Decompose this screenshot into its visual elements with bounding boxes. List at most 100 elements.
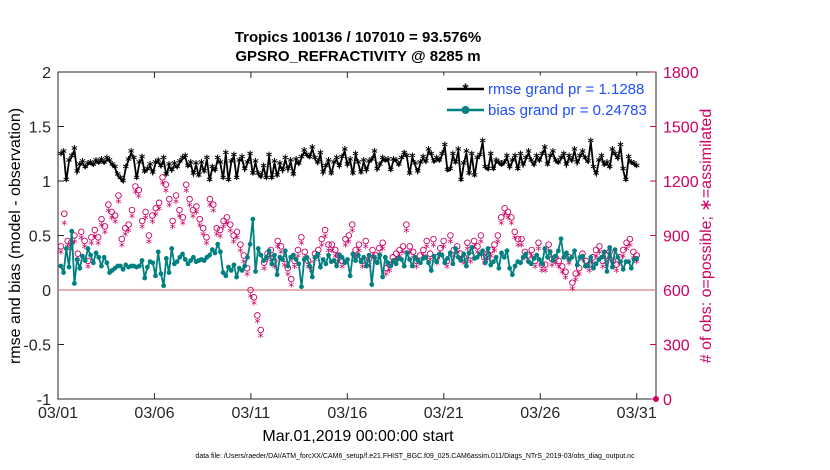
- bias-point: [382, 254, 388, 260]
- rmse-point: *: [409, 151, 416, 165]
- assimilated-obs-point: *: [129, 211, 135, 225]
- y-left-tick-label: 0.5: [29, 229, 51, 246]
- bias-point: [296, 261, 302, 267]
- rmse-point: *: [369, 154, 376, 168]
- possible-obs-point: [111, 212, 119, 219]
- rmse-point: *: [225, 175, 232, 189]
- bias-point: [80, 253, 85, 259]
- assimilated-obs-point: *: [227, 225, 233, 239]
- rmse-point: *: [447, 164, 454, 178]
- rmse-point: *: [339, 152, 346, 166]
- bias-point: [558, 236, 564, 242]
- rmse-point: *: [488, 148, 495, 162]
- bias-point: [82, 258, 88, 263]
- bias-point: [315, 251, 321, 257]
- bias-point: [499, 250, 504, 256]
- rmse-point: *: [485, 164, 492, 178]
- rmse-point: *: [469, 148, 476, 162]
- bias-point: [399, 257, 404, 262]
- assimilated-obs-point: *: [261, 264, 267, 278]
- assimilated-obs-point: *: [502, 209, 508, 223]
- rmse-point: *: [631, 158, 638, 172]
- rmse-point: *: [398, 153, 405, 167]
- rmse-point: *: [85, 158, 92, 172]
- assimilated-obs-point: *: [329, 245, 335, 259]
- bias-point: [326, 252, 331, 258]
- assimilated-obs-point: *: [237, 245, 243, 259]
- assimilated-obs-point: *: [285, 269, 291, 283]
- possible-obs-point: [342, 235, 349, 243]
- possible-obs-point: [321, 226, 329, 234]
- bias-point: [250, 216, 256, 222]
- rmse-point: *: [279, 165, 286, 179]
- bias-point: [609, 264, 615, 270]
- rmse-point: *: [152, 157, 159, 171]
- rmse-point: *: [79, 156, 86, 170]
- possible-obs-point: [440, 237, 447, 245]
- bias-point: [545, 254, 550, 260]
- rmse-point: *: [228, 156, 235, 170]
- rmse-point: *: [623, 175, 630, 189]
- assimilated-obs-point: *: [336, 256, 342, 270]
- x-tick-label: 03/06: [134, 405, 174, 422]
- bias-point: [580, 253, 586, 259]
- possible-obs-point: [470, 237, 478, 245]
- possible-obs-point: [186, 195, 193, 203]
- assimilated-obs-point: *: [552, 258, 558, 272]
- bias-point: [99, 263, 104, 269]
- possible-obs-point: [142, 208, 149, 216]
- bias-point: [274, 272, 280, 278]
- assimilated-obs-point: *: [288, 280, 294, 294]
- rmse-point: *: [69, 151, 76, 165]
- rmse-point: *: [404, 151, 411, 165]
- bias-point: [355, 252, 361, 258]
- bias-point: [485, 246, 491, 251]
- rmse-point: *: [101, 157, 108, 171]
- bias-point: [569, 254, 575, 260]
- rmse-point: *: [182, 151, 189, 165]
- bias-point: [150, 260, 156, 266]
- bias-point: [350, 251, 356, 257]
- bias-point: [239, 267, 245, 273]
- assimilated-obs-point: *: [251, 298, 257, 312]
- rmse-point: *: [471, 170, 478, 184]
- assimilated-obs-point: *: [78, 233, 84, 247]
- bias-point: [88, 252, 94, 258]
- rmse-point: *: [120, 176, 127, 190]
- assimilated-obs-point: *: [241, 256, 247, 270]
- rmse-point: *: [423, 156, 430, 170]
- assimilated-obs-point: *: [624, 244, 630, 258]
- bias-point: [491, 259, 496, 265]
- bias-point: [509, 272, 515, 278]
- assimilated-obs-point: *: [271, 262, 277, 276]
- possible-obs-point: [237, 241, 244, 248]
- assimilated-obs-point: *: [136, 191, 142, 205]
- bias-point: [334, 263, 340, 269]
- series-rmse: ****************************************…: [58, 135, 641, 189]
- y-left-tick-label: 0: [42, 283, 51, 300]
- bias-point: [342, 260, 348, 266]
- x-tick-label: 03/11: [231, 405, 270, 422]
- assimilated-obs-point: *: [600, 262, 606, 276]
- bias-point: [180, 251, 185, 257]
- bias-point: [450, 261, 456, 267]
- possible-obs-point: [437, 244, 444, 252]
- bias-point: [101, 254, 107, 260]
- assimilated-obs-point: *: [481, 258, 487, 272]
- assimilated-obs-point: *: [112, 216, 118, 230]
- possible-obs-point: [399, 243, 407, 250]
- y-right-tick-label: 600: [663, 283, 690, 300]
- rmse-point: *: [269, 172, 276, 186]
- bias-point: [455, 254, 461, 260]
- assimilated-obs-point: *: [132, 187, 138, 201]
- rmse-point: *: [212, 165, 219, 179]
- bias-point: [161, 283, 167, 289]
- possible-obs-point: [250, 294, 258, 301]
- assimilated-obs-point: *: [441, 242, 447, 256]
- right-axis-zero-marker: [653, 396, 659, 402]
- assimilated-obs-point: *: [258, 331, 264, 345]
- assimilated-obs-point: *: [613, 265, 619, 279]
- possible-obs-point: [91, 226, 99, 234]
- rmse-point: *: [588, 135, 595, 149]
- legend-bias-marker: [461, 106, 470, 114]
